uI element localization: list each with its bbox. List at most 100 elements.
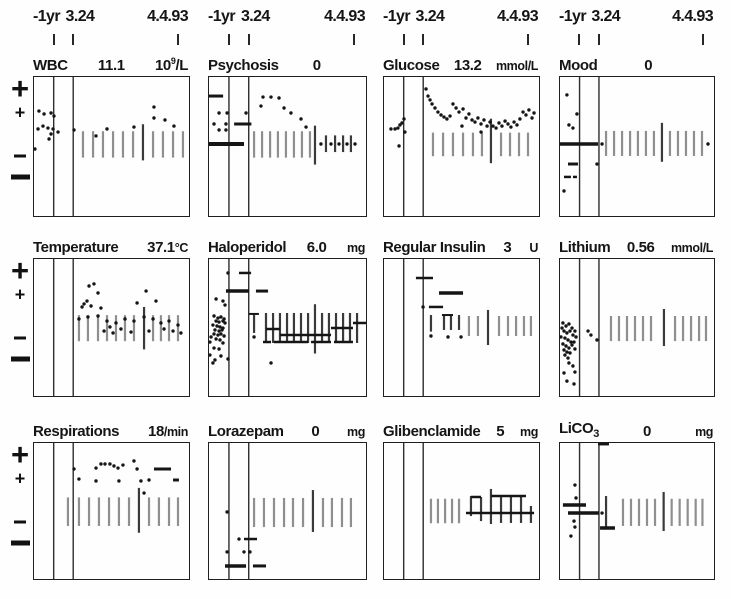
data-point [565,350,569,354]
data-point [574,335,578,339]
data-point [135,467,139,471]
time-tick [701,34,704,45]
data-point [212,332,216,336]
data-point [144,289,148,293]
data-point [224,122,228,126]
time-tick [227,34,230,45]
data-point [430,102,434,106]
data-point [142,491,146,495]
panel-value: 0 [311,423,320,440]
data-point [215,324,219,328]
time-tick [72,34,75,45]
time-label-past-year: -1yr [559,8,587,25]
data-point [152,105,156,109]
data-point [436,110,440,114]
data-point [337,142,341,146]
data-point [80,305,84,309]
plot-area [559,258,715,397]
data-point [103,462,107,466]
data-point [221,341,225,345]
time-label-start-date: 3.24 [591,8,621,25]
panel-unit: mg [347,241,365,255]
data-point [86,315,90,319]
time-tick [526,34,529,45]
data-point [421,305,425,309]
data-point [152,116,156,120]
data-point [176,323,180,327]
data-point [51,127,55,131]
time-label-current-date: 4.4.93 [497,8,538,25]
data-point [329,142,333,146]
data-point [503,119,507,123]
data-point [524,113,528,117]
data-point [248,550,252,554]
panel-plot [389,77,536,216]
data-point [269,95,273,99]
data-point [112,464,116,468]
data-point [94,466,98,470]
data-point [37,109,41,113]
data-point [460,124,464,128]
data-point [568,351,572,355]
plot-area [383,76,540,217]
data-point [299,117,303,121]
data-point [433,106,437,110]
data-point [600,511,604,515]
data-point [572,519,576,523]
data-point [94,479,98,483]
data-point [464,116,468,120]
panel-name: Mood [559,57,598,74]
data-point [527,108,531,112]
data-point [426,94,430,98]
data-point [575,112,579,116]
data-point [397,144,401,148]
data-point [214,319,218,323]
data-point [429,334,433,338]
panel-name: Lorazepam [208,423,284,440]
data-point [457,110,461,114]
data-point [497,121,501,125]
data-point [222,334,226,338]
y-axis-mark-plus-small: + [14,468,26,489]
data-point [223,303,227,307]
panel-title-row: Lithium 0.56 mmol/L [559,236,713,256]
y-axis-mark-minus-small [4,521,36,524]
data-point [117,479,121,483]
time-tick [176,34,179,45]
panel-value: 0 [312,57,321,74]
data-point [479,122,483,126]
data-point [226,271,230,275]
panel-value: 13.2 [453,57,482,74]
data-point [132,319,136,323]
panel-name: Regular Insulin [383,239,486,256]
data-point [467,112,471,116]
data-point [562,348,566,352]
panel-unit: mg [347,425,365,439]
data-point [47,137,51,141]
data-point [219,315,223,319]
data-point [213,358,217,362]
data-point [574,496,578,500]
panel-value: 18 [148,423,164,440]
time-label-start-date: 3.24 [415,8,445,25]
data-point [482,118,486,122]
data-point [129,330,133,334]
data-point [212,122,216,126]
time-axis-col-4: -1yr 3.24 4.4.93 [559,6,714,48]
data-point [600,142,604,146]
data-point [219,354,223,358]
panel-title-row: Regular Insulin 3 U [383,236,538,256]
panel-title-row: LiCO3 0 mg [559,420,713,440]
data-point [573,483,577,487]
data-point [569,340,573,344]
panel-plot [34,77,185,216]
data-point [49,132,53,136]
plot-area [208,258,367,397]
plot-area [383,442,540,580]
data-point [512,120,516,124]
data-point [151,317,155,321]
data-point [218,325,222,329]
panel-title-row: Respirations 18/min [33,420,188,440]
y-axis-mark-plus-large: + [10,71,30,106]
data-point [569,534,573,538]
